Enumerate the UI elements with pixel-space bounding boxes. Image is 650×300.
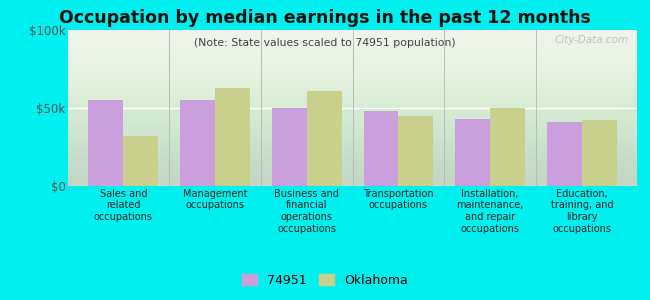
- Bar: [582, 121, 617, 186]
- Text: Occupation by median earnings in the past 12 months: Occupation by median earnings in the pas…: [59, 9, 591, 27]
- Bar: [272, 108, 307, 186]
- Text: (Note: State values scaled to 74951 population): (Note: State values scaled to 74951 popu…: [194, 38, 456, 47]
- Bar: [215, 88, 250, 186]
- Bar: [307, 91, 342, 186]
- Bar: [547, 122, 582, 186]
- Bar: [124, 136, 158, 186]
- Bar: [88, 100, 124, 186]
- Text: City-Data.com: City-Data.com: [554, 35, 629, 45]
- Bar: [456, 119, 490, 186]
- Bar: [398, 116, 434, 186]
- Bar: [363, 111, 398, 186]
- Bar: [180, 100, 215, 186]
- Legend: 74951, Oklahoma: 74951, Oklahoma: [239, 270, 411, 291]
- Bar: [490, 108, 525, 186]
